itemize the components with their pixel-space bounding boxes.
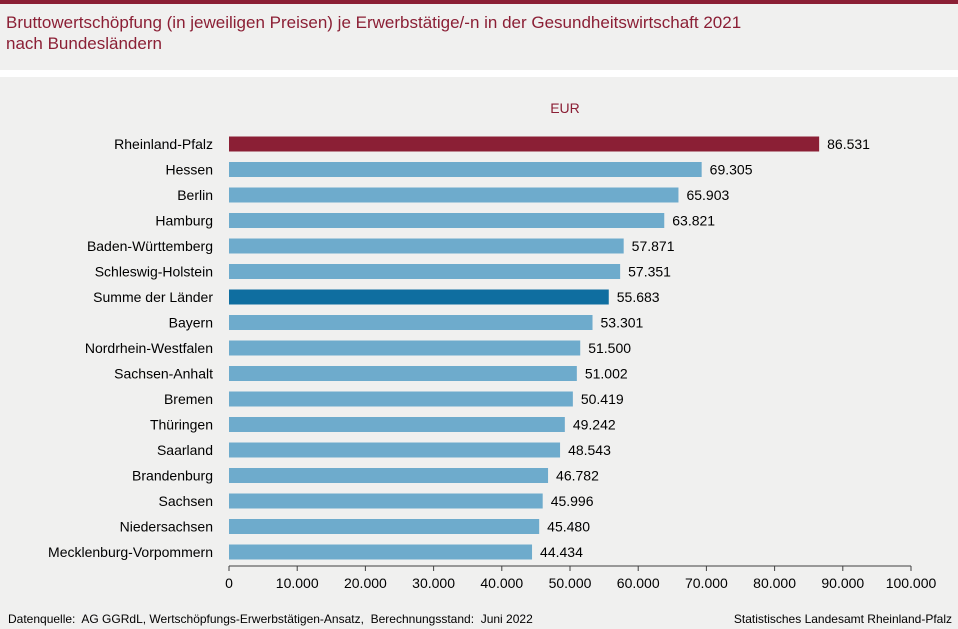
chart-title: Bruttowertschöpfung (in jeweiligen Preis… [6, 12, 946, 54]
value-label: 69.305 [710, 162, 753, 178]
x-tick-label: 70.000 [685, 575, 728, 591]
bar [229, 136, 820, 152]
bar [229, 468, 549, 483]
value-label: 57.871 [632, 238, 675, 254]
bar [229, 340, 581, 356]
category-label: Berlin [177, 187, 213, 203]
x-tick-label: 90.000 [821, 575, 864, 591]
x-tick-label: 10.000 [276, 575, 319, 591]
bar [229, 544, 533, 560]
x-tick-label: 20.000 [344, 575, 387, 591]
value-label: 51.002 [585, 366, 628, 382]
value-label: 53.301 [601, 315, 644, 331]
bar [229, 519, 540, 534]
value-label: 86.531 [827, 136, 870, 152]
bar [229, 391, 573, 407]
x-tick-label: 80.000 [753, 575, 796, 591]
value-label: 55.683 [617, 289, 660, 305]
x-tick-label: 50.000 [549, 575, 592, 591]
category-label: Hamburg [155, 213, 213, 229]
value-label: 50.419 [581, 391, 624, 407]
category-label: Sachsen-Anhalt [114, 366, 213, 382]
value-label: 46.782 [556, 468, 599, 484]
category-label: Niedersachsen [120, 519, 213, 535]
x-tick-label: 0 [225, 575, 233, 591]
bar [229, 238, 624, 254]
source-note: Datenquelle: AG GGRdL, Wertschöpfungs-Er… [8, 612, 533, 626]
category-label: Saarland [157, 442, 213, 458]
category-label: Rheinland-Pfalz [114, 136, 213, 152]
category-label: Summe der Länder [93, 289, 213, 305]
value-label: 51.500 [588, 340, 631, 356]
category-label: Thüringen [150, 417, 213, 433]
category-label: Bayern [169, 315, 213, 331]
title-separator [0, 70, 958, 77]
category-label: Sachsen [159, 493, 213, 509]
bar [229, 213, 665, 228]
bar [229, 264, 621, 279]
value-label: 48.543 [568, 442, 611, 458]
x-tick-label: 30.000 [412, 575, 455, 591]
value-label: 44.434 [540, 544, 583, 560]
unit-label: EUR [550, 100, 580, 116]
category-label: Mecklenburg-Vorpommern [48, 544, 213, 560]
bar [229, 493, 543, 509]
bar [229, 162, 702, 177]
category-label: Hessen [166, 162, 213, 178]
chart-title-line-1: Bruttowertschöpfung (in jeweiligen Preis… [6, 13, 742, 32]
value-label: 45.480 [547, 519, 590, 535]
bar [229, 366, 577, 381]
value-label: 63.821 [672, 213, 715, 229]
bar [229, 417, 565, 432]
x-tick-label: 40.000 [480, 575, 523, 591]
value-label: 45.996 [551, 493, 594, 509]
value-label: 65.903 [686, 187, 729, 203]
category-label: Baden-Württemberg [87, 238, 213, 254]
bar [229, 187, 679, 203]
category-label: Nordrhein-Westfalen [85, 340, 213, 356]
bar [229, 315, 593, 330]
x-tick-label: 60.000 [617, 575, 660, 591]
category-label: Brandenburg [132, 468, 213, 484]
category-label: Bremen [164, 391, 213, 407]
category-label: Schleswig-Holstein [95, 264, 213, 280]
value-label: 57.351 [628, 264, 671, 280]
x-tick-label: 100.000 [886, 575, 937, 591]
top-accent-rule [0, 0, 958, 4]
publisher-note: Statistisches Landesamt Rheinland-Pfalz [733, 612, 952, 626]
chart-title-line-2: nach Bundesländern [6, 34, 162, 53]
bar [229, 442, 561, 458]
bar [229, 289, 609, 305]
value-label: 49.242 [573, 417, 616, 433]
